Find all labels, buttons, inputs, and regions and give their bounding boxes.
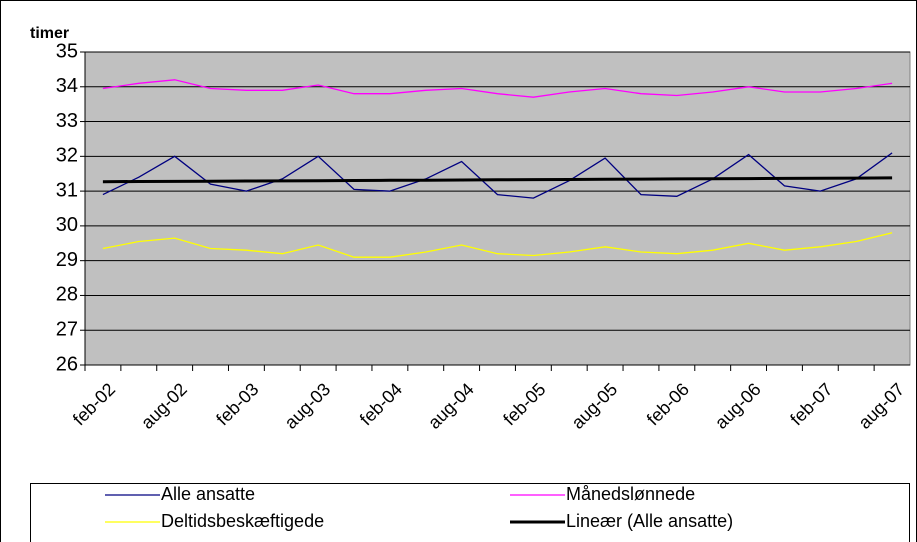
legend-label: Alle ansatte (161, 484, 255, 504)
y-axis-title: timer (30, 25, 69, 42)
y-tick-label: 26 (56, 353, 78, 375)
legend-label: Månedslønnede (566, 484, 695, 504)
line-series (102, 79, 893, 98)
y-tick-label: 29 (56, 249, 78, 271)
plot-area (84, 51, 911, 366)
y-tick-label: 35 (56, 40, 78, 62)
y-tick-label: 33 (56, 110, 78, 132)
legend-label: Lineær (Alle ansatte) (566, 511, 733, 531)
legend-box (30, 483, 910, 542)
y-tick-label: 34 (56, 75, 78, 97)
line-series (102, 176, 893, 184)
legend-label: Deltidsbeskæftigede (161, 511, 324, 531)
y-tick-label: 27 (56, 319, 78, 341)
line-series (102, 152, 893, 199)
y-tick-label: 31 (56, 179, 78, 201)
y-tick-label: 32 (56, 145, 78, 167)
y-tick-label: 30 (56, 214, 78, 236)
line-series (102, 232, 893, 258)
y-tick-label: 28 (56, 284, 78, 306)
